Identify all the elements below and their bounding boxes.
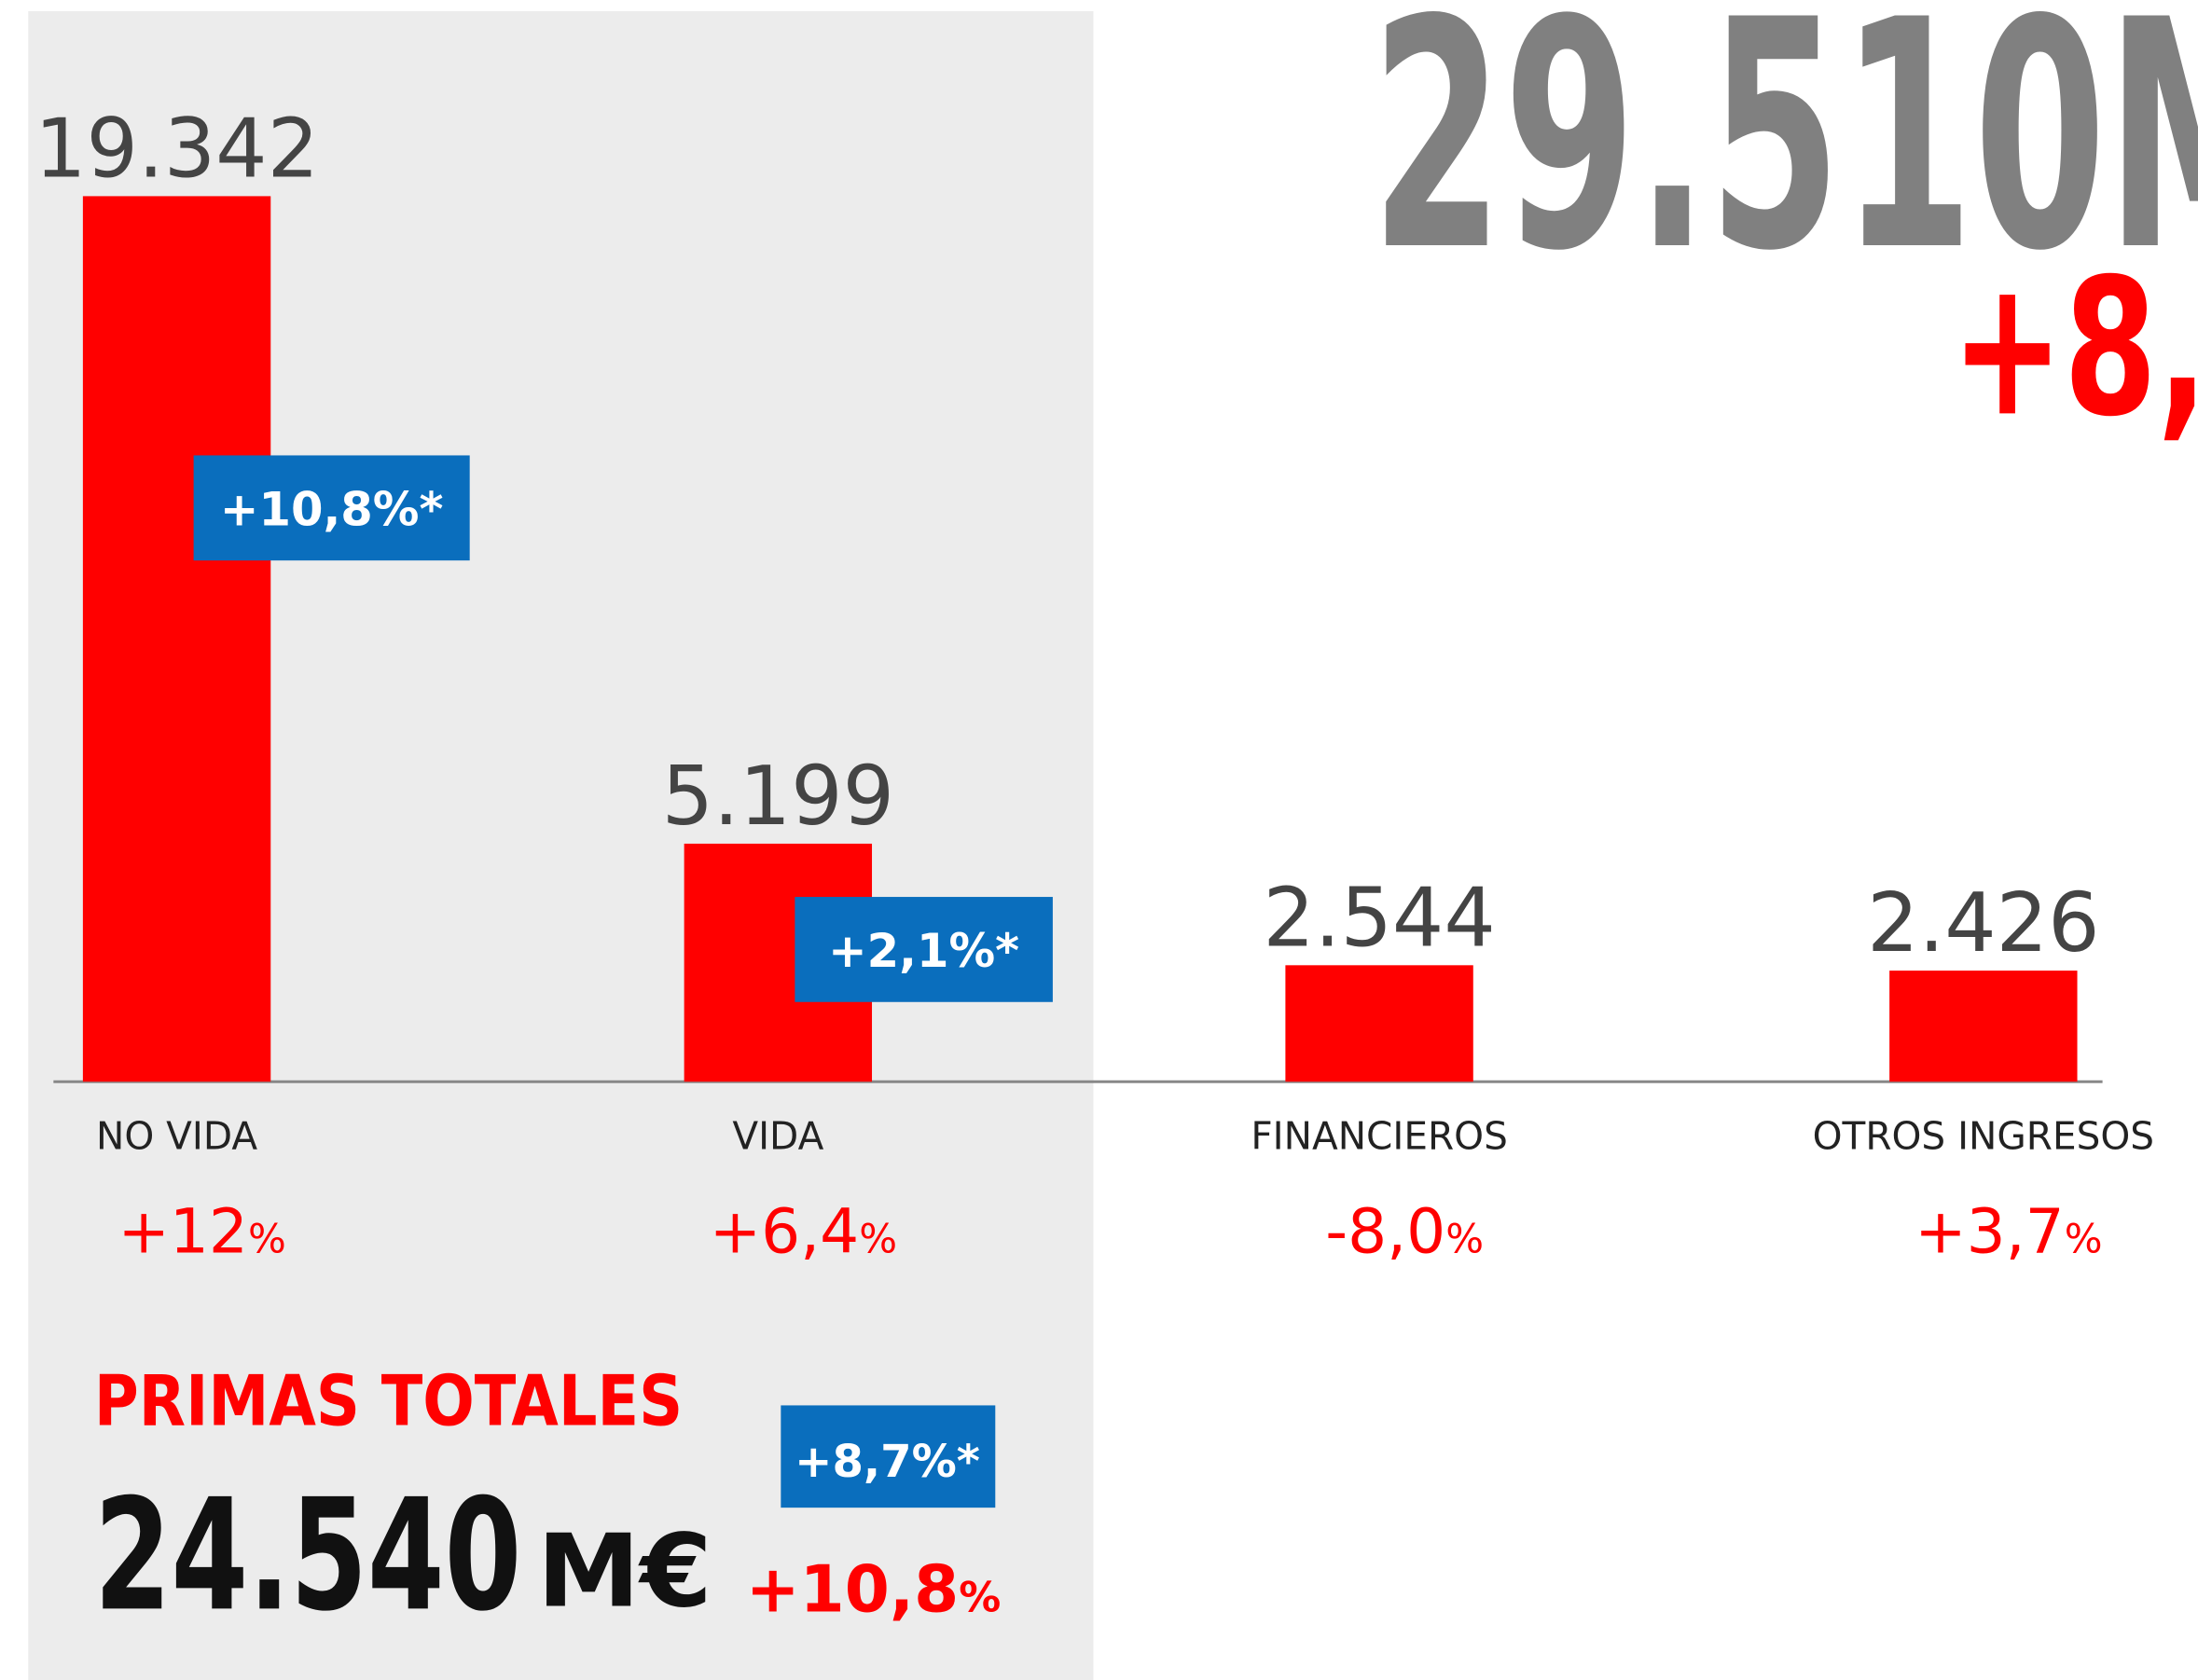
primas-unit: M€: [537, 1512, 712, 1630]
value-label: 2.426: [1867, 875, 2100, 971]
category-label: NO VIDA: [96, 1113, 257, 1158]
total-value: 29.510M: [1371, 0, 2198, 320]
bar: [1285, 965, 1473, 1082]
growth-badge-box: [193, 455, 470, 561]
change-label: -8,0%: [1325, 1196, 1484, 1268]
primas-change: +10,8%: [746, 1552, 1002, 1627]
primas-badge-box: [781, 1405, 996, 1508]
value-label: 2.544: [1263, 870, 1496, 965]
growth-badge-box: [795, 897, 1053, 1002]
value-label: 5.199: [662, 749, 895, 844]
change-label: +3,7%: [1915, 1196, 2102, 1268]
category-label: VIDA: [732, 1113, 823, 1158]
growth-badge: +10,8%*: [220, 483, 443, 537]
value-label: 19.342: [35, 101, 319, 196]
primas-title: PRIMAS TOTALES: [94, 1359, 683, 1441]
total-change: +8,3: [1951, 238, 2198, 458]
primas-badge: +8,7%*: [795, 1436, 980, 1488]
primas-value: 24.540: [94, 1466, 521, 1645]
bar: [82, 196, 271, 1082]
growth-badge: +2,1%*: [828, 924, 1019, 978]
category-label: OTROS INGRESOS: [1813, 1113, 2154, 1158]
change-label: +6,4%: [710, 1196, 897, 1268]
bar: [1889, 971, 2078, 1082]
change-label: +12%: [118, 1196, 285, 1268]
category-label: FINANCIEROS: [1251, 1113, 1508, 1158]
